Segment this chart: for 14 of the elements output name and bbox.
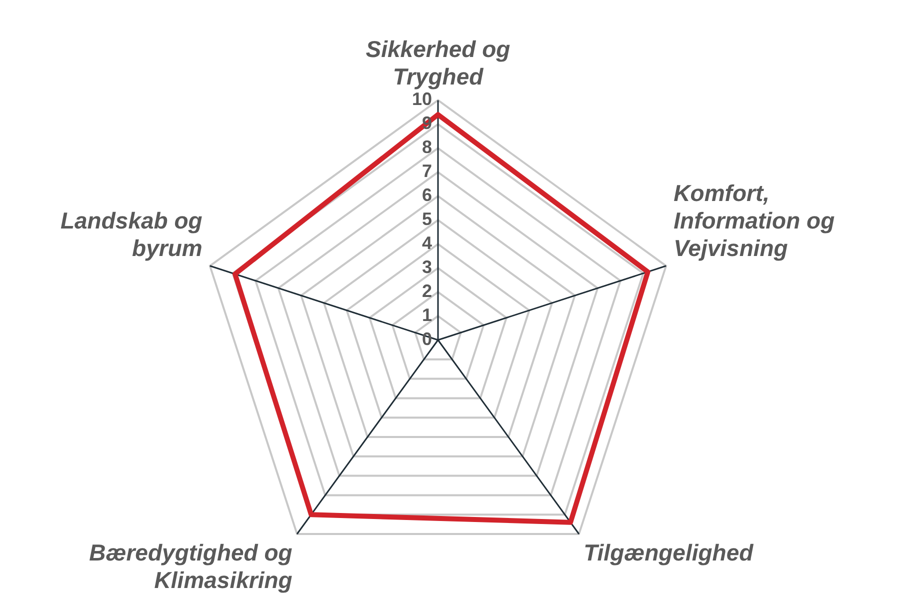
spoke-label: Landskab og byrum (60, 207, 202, 261)
spoke-label: Komfort, Information og Vejvisning (674, 180, 835, 261)
y-tick-label: 1 (422, 304, 432, 325)
y-tick-label: 3 (422, 257, 432, 278)
spoke-label: Bæredygtighed og Klimasikring (89, 540, 292, 594)
spoke-label: Sikkerhed og Tryghed (366, 36, 510, 90)
spoke-label: Tilgængelighed (584, 540, 754, 566)
y-tick-label: 5 (422, 209, 432, 230)
y-tick-label: 7 (422, 161, 432, 182)
y-tick-label: 10 (412, 89, 432, 110)
y-tick-label: 4 (422, 233, 432, 254)
y-tick-label: 2 (422, 281, 432, 302)
y-tick-label: 6 (422, 185, 432, 206)
y-tick-label: 8 (422, 137, 432, 158)
